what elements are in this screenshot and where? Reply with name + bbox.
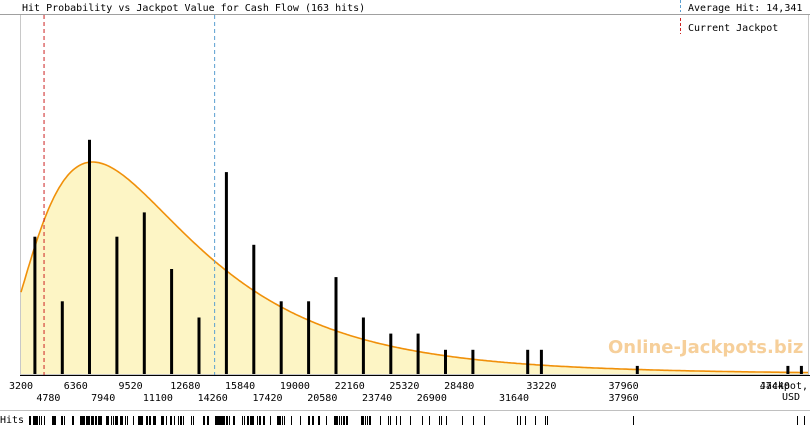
x-tick-label: 22160	[335, 381, 365, 392]
hit-bar	[279, 301, 283, 374]
x-tick-label: 6360	[64, 381, 88, 392]
x-tick-label: 25320	[389, 381, 419, 392]
distribution-area	[21, 162, 808, 374]
x-tick-label: 37960	[609, 393, 639, 404]
hit-bar	[170, 269, 174, 374]
distribution-curve	[20, 161, 808, 374]
x-tick-label: 9520	[119, 381, 143, 392]
x-axis-label: Jackpot,	[760, 381, 808, 392]
x-tick-label: 31640	[499, 393, 529, 404]
hits-rug	[29, 416, 805, 425]
hit-bar	[471, 349, 475, 374]
hit-bar	[252, 244, 256, 374]
hit-bar	[88, 139, 91, 374]
hit-bar	[197, 317, 201, 374]
watermark-text: Online-Jackpots.biz	[608, 337, 803, 358]
x-tick-label: 15840	[225, 381, 255, 392]
x-tick-label: 28480	[444, 381, 474, 392]
hit-bar	[539, 349, 543, 374]
x-tick-label: 7940	[91, 393, 115, 404]
hit-bar	[33, 236, 37, 374]
legend-average-label: Average Hit: 14,341	[688, 3, 802, 14]
hit-bar	[416, 333, 420, 374]
rug-label: Hits	[0, 415, 24, 425]
x-tick-label: 23740	[362, 393, 392, 404]
hit-bar	[799, 365, 803, 374]
hit-bar	[224, 172, 228, 374]
x-tick-label: 19000	[280, 381, 310, 392]
x-tick-label: 14260	[198, 393, 228, 404]
hit-bar	[526, 349, 530, 374]
x-tick-label: 20580	[307, 393, 337, 404]
x-axis-unit: USD	[782, 392, 800, 403]
x-tick-label: 12680	[170, 381, 200, 392]
hit-bar	[60, 301, 64, 374]
hit-bar	[142, 212, 146, 374]
x-tick-label: 3200	[9, 381, 33, 392]
x-axis-ticks: 3200 6360 9520 12680 15840 19000 22160 25320 284…	[9, 381, 790, 404]
hit-bar	[361, 317, 365, 374]
hit-bar	[307, 301, 311, 374]
x-tick-label: 33220	[526, 381, 556, 392]
x-tick-label: 47440	[760, 381, 790, 392]
x-tick-label: 4780	[36, 393, 60, 404]
x-tick-label: 11100	[143, 393, 173, 404]
x-tick-label: 26900	[417, 393, 447, 404]
hit-bar	[786, 365, 790, 374]
x-tick-label: 37960	[609, 381, 639, 392]
hit-bar	[334, 277, 338, 374]
hit-bars	[33, 139, 803, 374]
legend-current-label: Current Jackpot	[688, 23, 778, 34]
hit-bar	[115, 236, 119, 374]
hit-bar	[389, 333, 393, 374]
x-tick-label: 17420	[252, 393, 282, 404]
hit-bar	[444, 349, 447, 374]
hit-bar	[635, 365, 639, 374]
chart-title: Hit Probability vs Jackpot Value for Cas…	[22, 3, 365, 14]
